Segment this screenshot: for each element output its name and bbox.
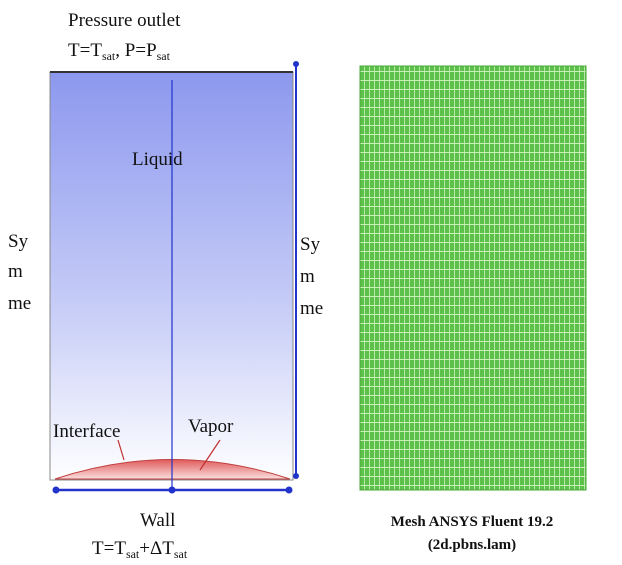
outlet-title: Pressure outlet xyxy=(68,10,181,31)
node xyxy=(293,473,299,479)
subscript: sat xyxy=(102,49,116,63)
symmetry-label: Sy xyxy=(300,234,321,255)
interface-label: Interface xyxy=(53,421,121,442)
text: , P=P xyxy=(115,40,156,61)
mesh-caption: Mesh ANSYS Fluent 19.2 xyxy=(391,514,554,530)
mesh-caption: (2d.pbns.lam) xyxy=(428,537,516,553)
node xyxy=(168,486,176,494)
subscript: sat xyxy=(126,547,140,561)
symmetry-label: m xyxy=(300,266,315,287)
subscript: sat xyxy=(157,49,171,63)
symmetry-label: m xyxy=(8,261,23,282)
liquid-label: Liquid xyxy=(132,149,183,170)
mesh-grid xyxy=(359,65,587,491)
text: +ΔT xyxy=(139,538,174,559)
vapor-label: Vapor xyxy=(188,416,234,437)
wall-title: Wall xyxy=(140,510,175,531)
symmetry-label: me xyxy=(8,293,31,314)
domain: Pressure outlet T=Tsat, P=Psat Liquid In… xyxy=(8,10,323,561)
outlet-condition: T=Tsat, P=Psat xyxy=(68,40,171,63)
wall-condition: T=Tsat+ΔTsat xyxy=(92,538,188,561)
text: T=T xyxy=(92,538,126,559)
subscript: sat xyxy=(174,547,188,561)
symmetry-label: me xyxy=(300,298,323,319)
node xyxy=(293,61,299,67)
pointer xyxy=(117,439,125,461)
node xyxy=(285,486,293,494)
text: T=T xyxy=(68,40,102,61)
node xyxy=(52,486,60,494)
mesh: Mesh ANSYS Fluent 19.2 (2d.pbns.lam) xyxy=(359,65,587,553)
pointer xyxy=(199,439,221,471)
symmetry-label: Sy xyxy=(8,231,29,252)
